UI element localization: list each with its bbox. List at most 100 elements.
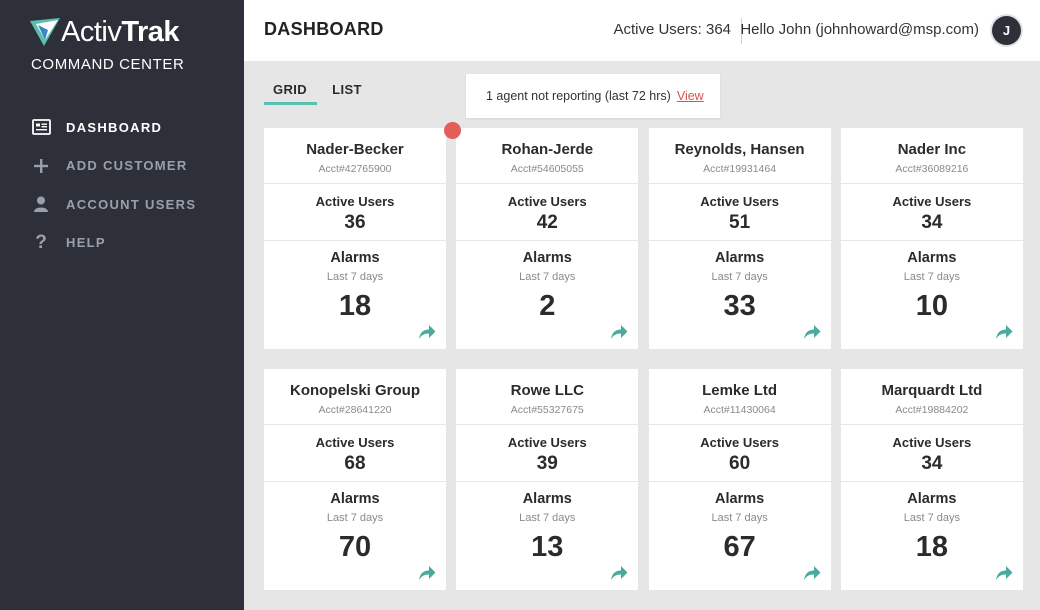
active-users-value: 36 — [344, 212, 366, 233]
alarms-label: Alarms — [330, 491, 380, 507]
active-users-label: Active Users — [892, 435, 972, 450]
alarms-period: Last 7 days — [711, 512, 768, 524]
tab-grid[interactable]: GRID — [264, 82, 318, 105]
customer-card[interactable]: Marquardt Ltd Acct#19884202 Active Users… — [840, 369, 1023, 590]
alarms-period: Last 7 days — [326, 512, 384, 524]
activtrak-logo[interactable]: ActivTrak — [30, 16, 180, 48]
share-arrow-icon[interactable] — [418, 565, 436, 581]
customer-card[interactable]: Nader Inc Acct#36089216 Active Users 34 … — [840, 128, 1023, 349]
sidebar-item-account-users[interactable]: ACCOUNT USERS — [0, 185, 244, 224]
customer-name: Marquardt Ltd — [881, 382, 983, 399]
alarms-label: Alarms — [907, 250, 957, 266]
active-users-section: Active Users 42 — [456, 184, 639, 241]
user-greeting: Hello John (johnhoward@msp.com) — [740, 21, 979, 38]
account-number: Acct#28641220 — [318, 404, 392, 416]
share-arrow-icon[interactable] — [995, 565, 1013, 581]
active-users-section: Active Users 36 — [264, 184, 446, 241]
alarms-section: Alarms Last 7 days 18 — [264, 241, 446, 323]
alarms-section: Alarms Last 7 days 18 — [841, 482, 1023, 564]
active-users-value: 68 — [344, 453, 366, 474]
sidebar-item-label: ACCOUNT USERS — [66, 196, 197, 212]
alarms-period: Last 7 days — [711, 271, 768, 283]
alarms-value: 70 — [338, 531, 372, 563]
agent-notice: 1 agent not reporting (last 72 hrs) View — [466, 74, 720, 118]
avatar[interactable]: J — [992, 16, 1021, 45]
active-users-label: Active Users — [315, 435, 395, 450]
active-users-value: 42 — [536, 212, 558, 233]
customer-name: Nader-Becker — [306, 141, 404, 158]
sidebar-item-dashboard[interactable]: DASHBOARD — [0, 108, 244, 147]
account-number: Acct#11430064 — [703, 404, 776, 416]
alarms-label: Alarms — [522, 491, 572, 507]
notice-view-link[interactable]: View — [676, 89, 704, 103]
active-users-section: Active Users 34 — [840, 425, 1023, 482]
card-header: Lemke Ltd Acct#11430064 — [648, 369, 831, 425]
customer-card[interactable]: Konopelski Group Acct#28641220 Active Us… — [264, 369, 446, 590]
alarms-section: Alarms Last 7 days 67 — [649, 482, 831, 564]
active-users-value: 34 — [921, 453, 943, 474]
active-users-label: Active Users — [700, 435, 779, 450]
active-users-section: Active Users 39 — [456, 425, 639, 482]
logo-mark-icon — [30, 18, 60, 46]
share-arrow-icon[interactable] — [803, 565, 821, 581]
alarms-label: Alarms — [715, 250, 765, 266]
customer-name: Reynolds, Hansen — [674, 141, 805, 158]
share-arrow-icon[interactable] — [610, 324, 628, 340]
alarms-section: Alarms Last 7 days 2 — [456, 241, 638, 323]
logo-text-light: Activ — [61, 16, 122, 48]
top-header: DASHBOARD Active Users: 364 Hello John (… — [244, 0, 1040, 61]
account-number: Acct#54605055 — [510, 163, 584, 175]
question-icon: ? — [35, 231, 47, 253]
alarms-value: 13 — [531, 531, 564, 563]
logo-text-bold: Trak — [121, 16, 180, 48]
active-users-section: Active Users 60 — [648, 425, 831, 482]
customer-name: Nader Inc — [897, 141, 967, 158]
alarms-value: 10 — [915, 290, 949, 322]
notice-text: 1 agent not reporting (last 72 hrs) — [486, 89, 671, 103]
share-arrow-icon[interactable] — [995, 324, 1013, 340]
account-number: Acct#19931464 — [703, 163, 777, 175]
account-number: Acct#55327675 — [510, 404, 584, 416]
page-title: DASHBOARD — [264, 19, 384, 39]
card-header: Nader Inc Acct#36089216 — [840, 128, 1023, 184]
alarms-period: Last 7 days — [903, 512, 961, 524]
alert-dot — [444, 122, 462, 139]
alarms-section: Alarms Last 7 days 70 — [264, 482, 446, 564]
card-header: Nader-Becker Acct#42765900 — [264, 128, 446, 184]
logo-subtitle: COMMAND CENTER — [31, 56, 185, 73]
active-users-section: Active Users 68 — [264, 425, 446, 482]
active-users-section: Active Users 34 — [840, 184, 1023, 241]
share-arrow-icon[interactable] — [803, 324, 821, 340]
share-arrow-icon[interactable] — [610, 565, 628, 581]
customer-card[interactable]: Nader-Becker Acct#42765900 Active Users … — [264, 128, 446, 349]
sidebar-item-add-customer[interactable]: ADD CUSTOMER — [0, 147, 244, 186]
sidebar-item-help[interactable]: ? HELP — [0, 224, 244, 263]
customer-card[interactable]: Lemke Ltd Acct#11430064 Active Users 60 … — [648, 369, 831, 590]
sidebar-item-label: ADD CUSTOMER — [66, 158, 188, 174]
alarms-label: Alarms — [522, 250, 572, 266]
active-users-label: Active Users — [892, 194, 972, 209]
alarms-period: Last 7 days — [519, 271, 576, 283]
account-number: Acct#42765900 — [318, 163, 392, 175]
customer-card[interactable]: Rohan-Jerde Acct#54605055 Active Users 4… — [444, 122, 639, 349]
customer-card[interactable]: Rowe LLC Acct#55327675 Active Users 39 A… — [456, 369, 639, 590]
alarms-value: 18 — [915, 531, 949, 563]
alarms-period: Last 7 days — [519, 512, 576, 524]
sidebar-item-label: HELP — [66, 235, 106, 251]
active-users-label: Active Users — [507, 194, 587, 209]
alarms-label: Alarms — [715, 491, 765, 507]
tab-list[interactable]: LIST — [332, 82, 362, 97]
share-arrow-icon[interactable] — [418, 324, 436, 340]
customer-card[interactable]: Reynolds, Hansen Acct#19931464 Active Us… — [648, 128, 831, 349]
card-header: Marquardt Ltd Acct#19884202 — [840, 369, 1023, 425]
customer-grid: Nader-Becker Acct#42765900 Active Users … — [264, 122, 1023, 590]
sidebar-nav: DASHBOARD ADD CUSTOMER ACCOUNT USERS ? H… — [0, 108, 244, 262]
card-header: Rohan-Jerde Acct#54605055 — [456, 128, 639, 184]
alarms-value: 2 — [539, 290, 556, 322]
card-header: Reynolds, Hansen Acct#19931464 — [648, 128, 831, 184]
alarms-value: 18 — [338, 290, 372, 322]
alarms-value: 67 — [723, 531, 756, 563]
active-users-label: Active Users — [700, 194, 779, 209]
alarms-label: Alarms — [330, 250, 380, 266]
total-active-users: Active Users: 364 — [613, 21, 731, 38]
